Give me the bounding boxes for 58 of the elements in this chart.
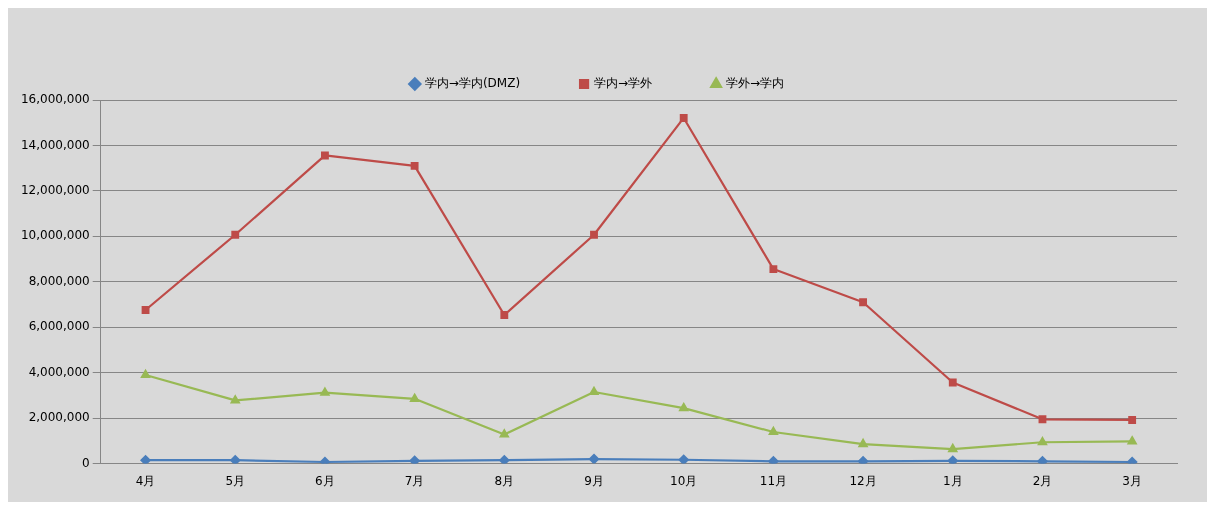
point: [231, 230, 240, 239]
point: [141, 306, 150, 314]
y-tick-label: 0: [82, 455, 90, 470]
x-tick-label: 10月: [670, 473, 698, 488]
point: [321, 151, 329, 160]
x-tick-label: 11月: [759, 473, 788, 488]
legend-label: 学内→学外: [594, 76, 653, 91]
point: [1128, 416, 1137, 424]
point: [948, 378, 957, 387]
point: [499, 455, 510, 464]
x-tick-label: 7月: [404, 473, 425, 488]
x-tick-label: 8月: [494, 473, 515, 488]
x-tick-label: 6月: [315, 473, 335, 488]
point: [140, 369, 151, 379]
y-tick-label: 12,000,000: [20, 183, 90, 198]
y-tick-label: 6,000,000: [28, 319, 90, 334]
point: [230, 455, 241, 464]
y-tick-label: 2,000,000: [28, 410, 90, 425]
point: [320, 387, 330, 396]
point: [768, 456, 779, 464]
legend-label: 学内→学内(DMZ): [424, 76, 521, 91]
point: [769, 265, 778, 273]
point: [500, 311, 509, 319]
point: [1127, 456, 1138, 464]
x-tick-label: 2月: [1032, 473, 1053, 488]
x-tick-label: 1月: [942, 473, 963, 488]
point: [230, 395, 240, 404]
legend-label: 学外→学内: [726, 76, 785, 91]
y-tick-label: 4,000,000: [28, 364, 90, 379]
x-tick-label: 12月: [849, 473, 877, 488]
point: [858, 438, 868, 448]
point: [948, 443, 958, 453]
y-tick-label: 16,000,000: [20, 92, 90, 107]
point: [947, 455, 958, 464]
point: [768, 426, 778, 436]
point: [410, 393, 420, 402]
x-tick-label: 4月: [135, 473, 156, 488]
y-tick-label: 14,000,000: [20, 137, 90, 152]
x-tick-label: 3月: [1122, 473, 1142, 488]
point: [589, 386, 599, 396]
point: [679, 403, 689, 412]
point: [678, 454, 689, 464]
point: [1127, 436, 1137, 445]
point: [859, 298, 868, 307]
y-tick-label: 10,000,000: [20, 228, 90, 243]
point: [140, 455, 151, 464]
point: [1037, 456, 1048, 464]
point: [1038, 415, 1047, 424]
point: [1037, 437, 1048, 446]
x-tick-label: 9月: [584, 473, 604, 488]
point: [499, 429, 509, 438]
point: [409, 455, 420, 464]
point: [588, 453, 600, 464]
point: [679, 114, 688, 122]
y-tick-label: 8,000,000: [28, 273, 90, 288]
x-tick-label: 5月: [225, 473, 246, 488]
point: [590, 230, 598, 239]
point: [410, 161, 419, 170]
